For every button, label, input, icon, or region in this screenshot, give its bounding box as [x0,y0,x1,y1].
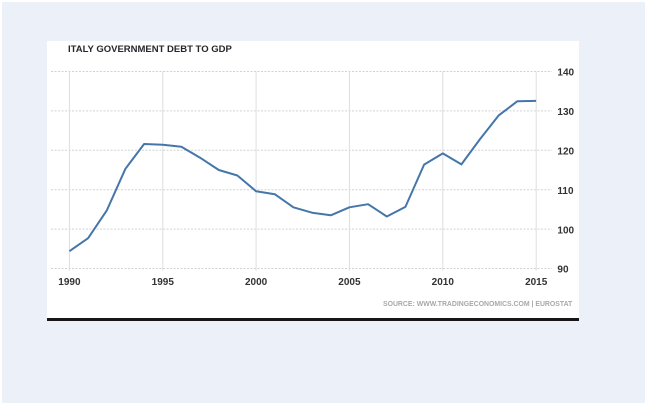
svg-text:140: 140 [557,68,574,79]
svg-text:110: 110 [557,186,574,197]
svg-text:2005: 2005 [338,277,361,288]
svg-text:2000: 2000 [245,277,268,288]
svg-text:2015: 2015 [525,277,548,288]
svg-text:1995: 1995 [152,277,175,288]
svg-text:100: 100 [557,225,574,236]
svg-text:130: 130 [557,107,574,118]
svg-text:90: 90 [557,265,569,276]
svg-text:1990: 1990 [58,277,81,288]
svg-text:2010: 2010 [432,277,455,288]
svg-text:120: 120 [557,147,574,158]
